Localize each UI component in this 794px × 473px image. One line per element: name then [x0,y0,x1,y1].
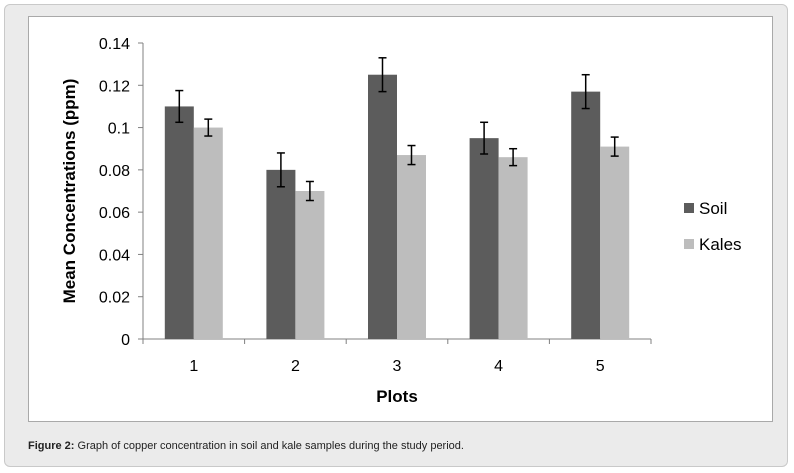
x-tick-label: 3 [393,358,402,375]
x-tick-label: 1 [189,358,198,375]
bar-kales [397,155,426,339]
bar-kales [498,157,528,339]
y-tick-label: 0.12 [99,78,130,95]
y-tick-label: 0.04 [99,247,130,264]
y-tick-label: 0.14 [99,36,130,53]
legend-swatch-kales [684,239,694,249]
bar-soil [164,106,194,339]
figure-caption: Figure 2: Graph of copper concentration … [28,440,464,452]
x-tick-label: 5 [596,358,605,375]
x-axis-title: Plots [376,387,418,406]
legend-label-soil: Soil [699,199,727,218]
y-tick-label: 0.02 [99,290,130,307]
bar-kales [193,127,223,339]
y-tick-label: 0 [121,332,130,349]
bar-soil [571,91,601,339]
bar-kales [295,191,325,339]
x-tick-label: 4 [494,358,503,375]
y-tick-label: 0.1 [108,121,130,138]
bar-soil [266,169,296,339]
bar-kales [600,146,630,339]
legend-swatch-soil [684,203,694,213]
y-axis-title: Mean Concentrations (ppm) [60,79,79,304]
bar-soil [368,74,397,339]
x-tick-label: 2 [291,358,300,375]
y-tick-label: 0.08 [99,163,130,180]
legend-label-kales: Kales [699,235,742,254]
chart-panel: 0 0.02 0.04 0.06 0.08 0.1 0.12 0.14 1 2 3 4 5 Plots Me… [28,16,773,422]
caption-label: Figure 2: [28,440,75,452]
caption-text: Graph of copper concentration in soil an… [74,440,464,452]
bar-soil [469,138,499,339]
bar-chart: 0 0.02 0.04 0.06 0.08 0.1 0.12 0.14 1 2 3 4 5 Plots Me… [60,36,742,406]
y-tick-label: 0.06 [99,205,130,222]
